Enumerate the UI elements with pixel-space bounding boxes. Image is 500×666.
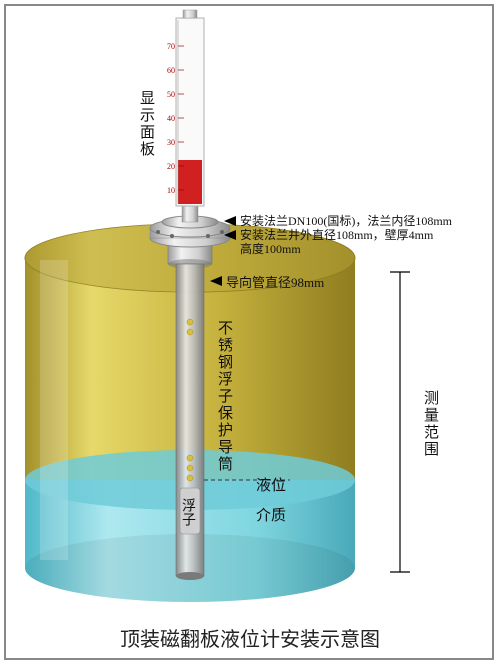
scale-tick: 30: [167, 138, 175, 147]
arrow-icon: [210, 276, 222, 286]
scale-tick: 60: [167, 66, 175, 75]
arrow-icon: [224, 230, 236, 240]
scale-tick: 10: [167, 186, 175, 195]
label-display-panel: 显示面板: [136, 90, 157, 158]
label-medium: 介质: [256, 504, 286, 525]
flange-assembly: [150, 206, 230, 247]
scale-tick: 50: [167, 90, 175, 99]
scale-tick: 20: [167, 162, 175, 171]
label-measure-range: 测量范围: [420, 390, 441, 458]
label-liquid-level: 液位: [256, 474, 286, 495]
arrow-icon: [224, 216, 236, 226]
scale-tick: 40: [167, 114, 175, 123]
label-guide-tube: 导向管直径98mm: [226, 272, 324, 291]
label-flange3: 高度100mm: [240, 240, 301, 257]
label-protection-tube: 不锈钢浮子保护导筒: [214, 320, 235, 473]
label-float: 浮子: [177, 498, 197, 526]
indicator-panel: [176, 10, 204, 206]
diagram-svg: [0, 0, 500, 666]
diagram-caption: 顶装磁翻板液位计安装示意图: [0, 623, 500, 652]
guide-tube: [176, 264, 204, 580]
scale-tick: 70: [167, 42, 175, 51]
measure-bracket: [390, 272, 410, 572]
